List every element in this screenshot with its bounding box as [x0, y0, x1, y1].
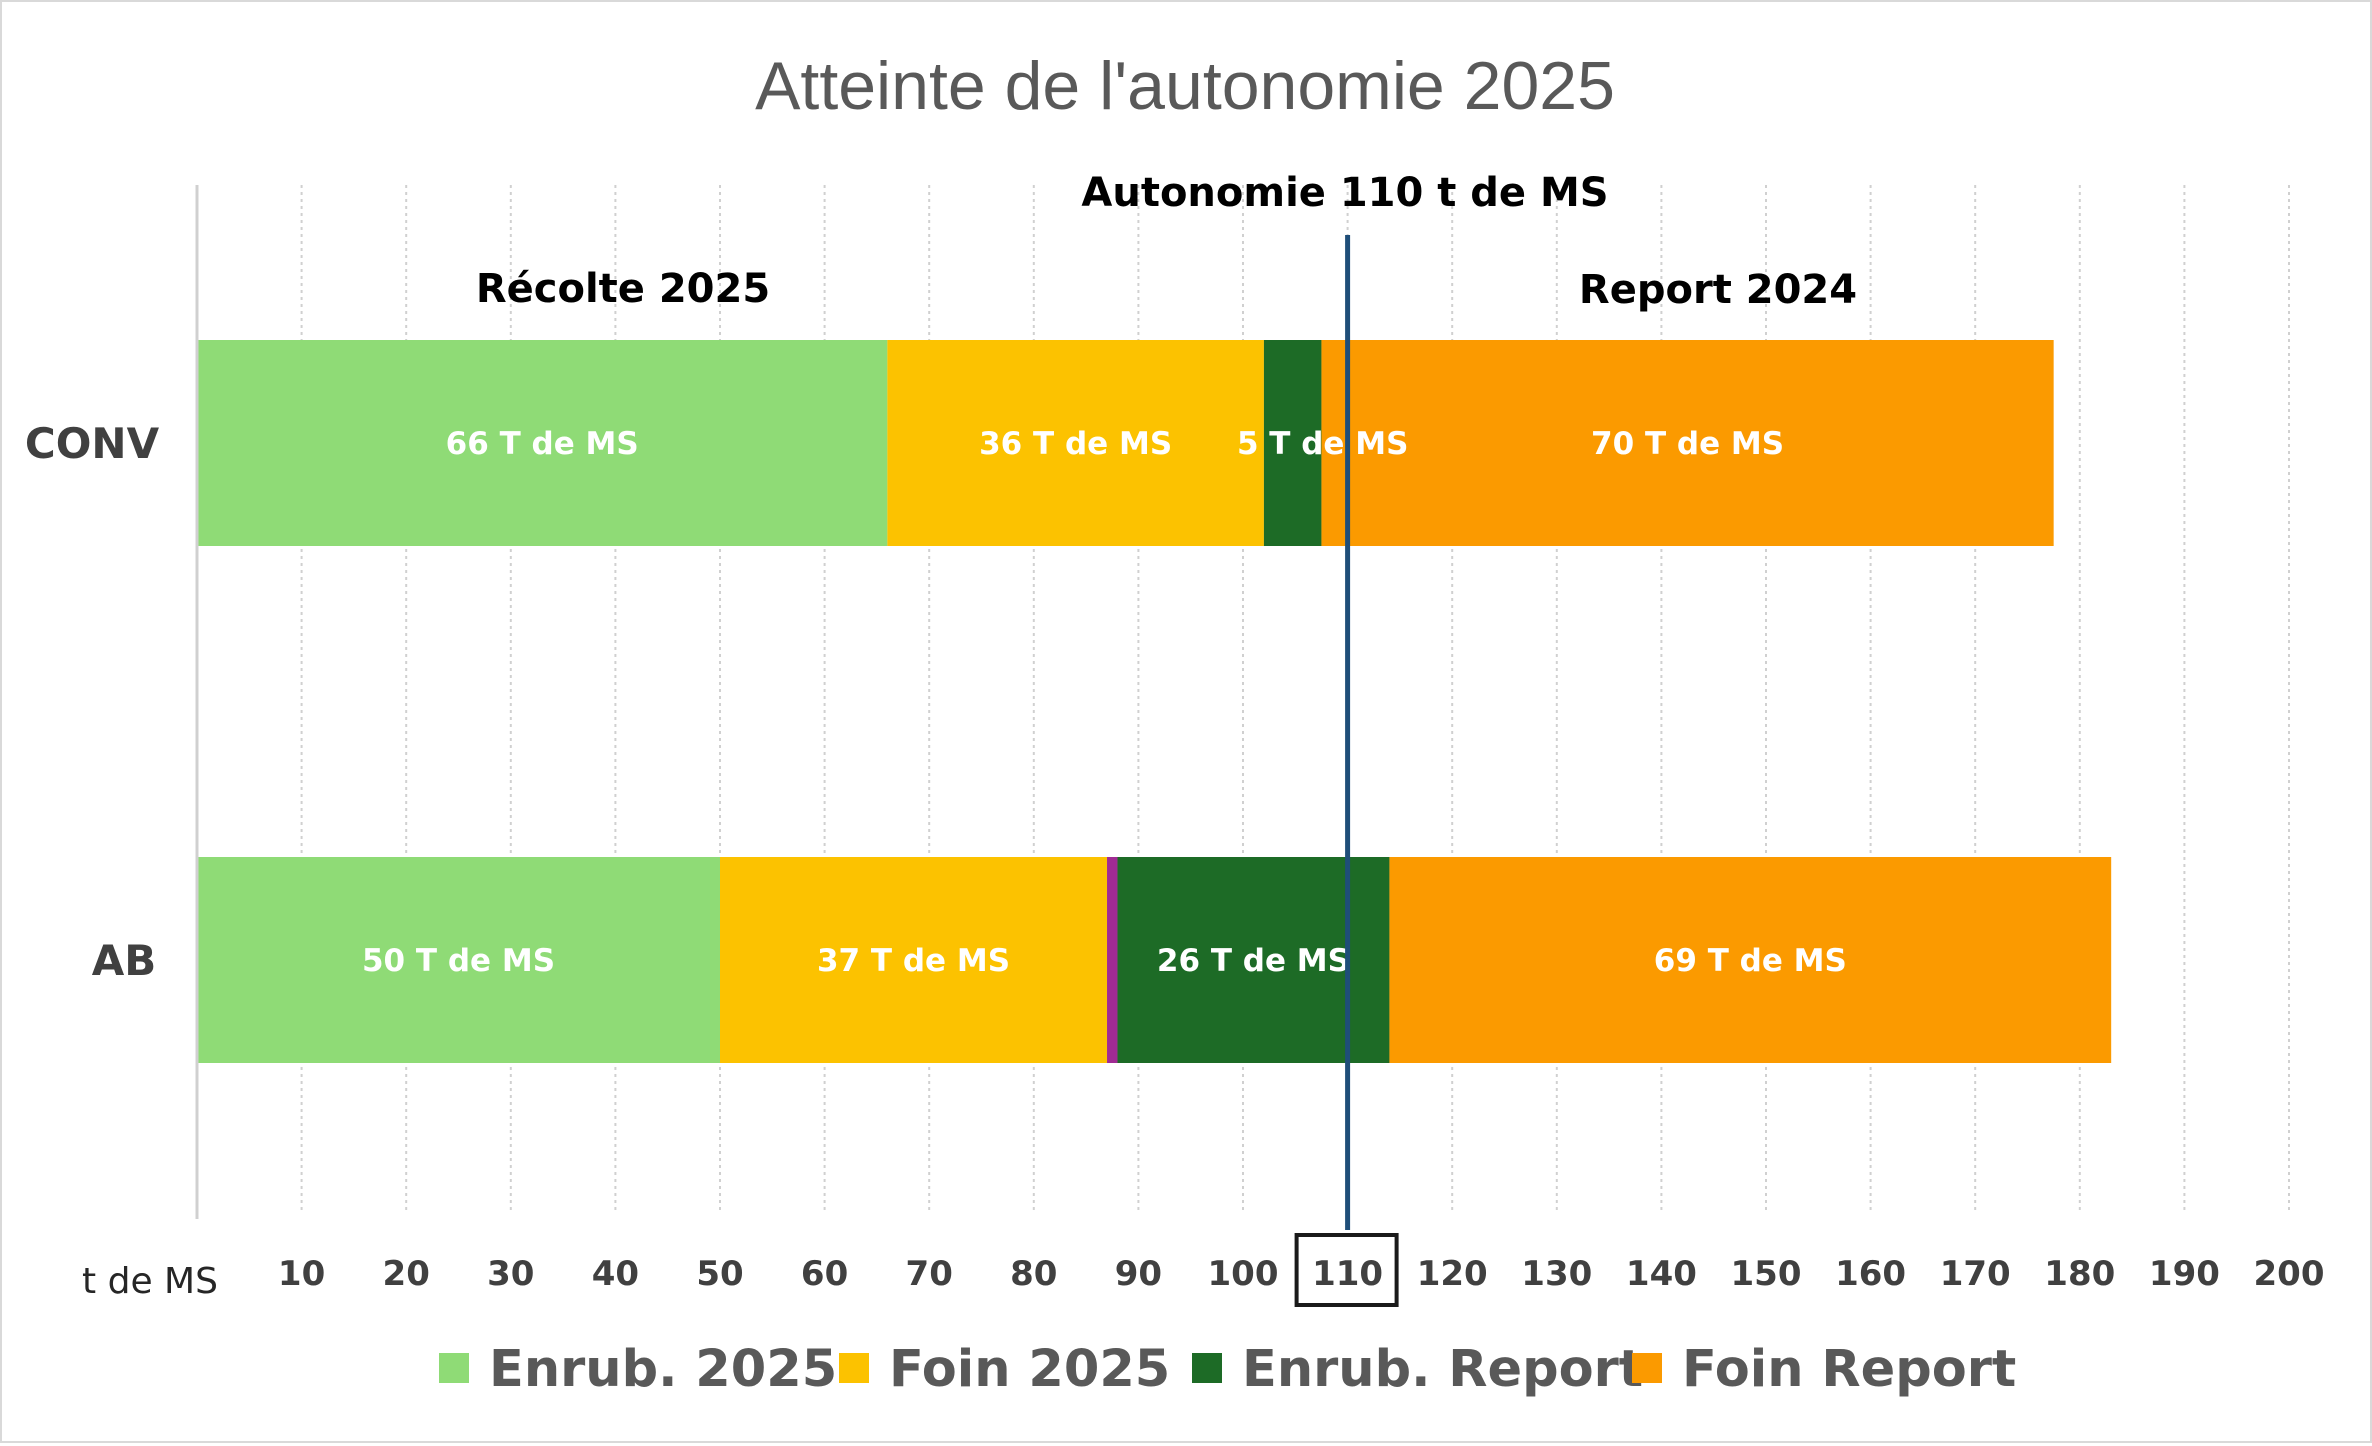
- bar-ab-series-1: [720, 857, 1108, 1063]
- tick-label-70: 70: [906, 1254, 953, 1294]
- legend-label-1: Foin 2025: [889, 1340, 1170, 1399]
- legend-swatch-2: [1192, 1353, 1222, 1383]
- tick-label-170: 170: [1940, 1254, 2011, 1294]
- bar-conv-series-4: [1321, 340, 2054, 546]
- tick-label-90: 90: [1115, 1254, 1162, 1294]
- data-label-ab-series-0: 50 T de MS: [362, 943, 555, 979]
- tick-label-30: 30: [487, 1254, 534, 1294]
- tick-label-120: 120: [1417, 1254, 1488, 1294]
- tick-label-20: 20: [383, 1254, 430, 1294]
- data-label-ab-series-4: 69 T de MS: [1654, 943, 1847, 979]
- reference-line-group: Autonomie 110 t de MS Récolte 2025 Repor…: [476, 170, 1857, 1307]
- tick-label-40: 40: [592, 1254, 639, 1294]
- data-label-conv-series-0: 66 T de MS: [446, 426, 639, 462]
- annotation-report: Report 2024: [1579, 267, 1857, 313]
- tick-label-80: 80: [1010, 1254, 1057, 1294]
- tick-label-180: 180: [2044, 1254, 2115, 1294]
- bar-ab-series-2: [1107, 857, 1118, 1063]
- legend-swatch-1: [839, 1353, 869, 1383]
- bars: [197, 340, 2112, 1063]
- annotation-recolte: Récolte 2025: [476, 266, 770, 312]
- bar-conv-series-1: [887, 340, 1264, 546]
- legend-swatch-3: [1632, 1353, 1662, 1383]
- legend-label-0: Enrub. 2025: [489, 1340, 837, 1399]
- bar-labels: 66 T de MS 36 T de MS 5 T de MS 70 T de MS 5…: [362, 426, 1847, 979]
- bar-ab-series-4: [1389, 857, 2112, 1063]
- tick-label-190: 190: [2149, 1254, 2220, 1294]
- tick-label-50: 50: [696, 1254, 743, 1294]
- highlight-box-110: [1294, 1233, 1399, 1307]
- bar-conv-series-3: [1263, 340, 1322, 546]
- category-label-conv: CONV: [25, 419, 160, 468]
- bar-ab-series-0: [197, 857, 720, 1063]
- bar-ab-series-3: [1117, 857, 1390, 1063]
- data-label-conv-series-3: 5 T de MS: [1237, 426, 1408, 462]
- chart-title: Atteinte de l'autonomie 2025: [755, 48, 1615, 124]
- tick-label-60: 60: [801, 1254, 848, 1294]
- bar-conv-series-0: [197, 340, 888, 546]
- legend-label-2: Enrub. Report: [1242, 1340, 1643, 1399]
- tick-label-150: 150: [1731, 1254, 1802, 1294]
- x-axis-unit-label: t de MS: [82, 1261, 218, 1302]
- data-label-conv-series-4: 70 T de MS: [1591, 426, 1784, 462]
- x-axis: CONV AB 10 20 30 40 50 60 70 80 90 100 110 120 130 140 1…: [25, 185, 2325, 1302]
- legend-label-3: Foin Report: [1682, 1340, 2016, 1399]
- tick-label-160: 160: [1835, 1254, 1906, 1294]
- legend-swatch-0: [439, 1353, 469, 1383]
- data-label-ab-series-3: 26 T de MS: [1157, 943, 1350, 979]
- tick-label-130: 130: [1521, 1254, 1592, 1294]
- tick-label-10: 10: [278, 1254, 325, 1294]
- tick-label-200: 200: [2254, 1254, 2325, 1294]
- category-label-ab: AB: [92, 936, 157, 985]
- tick-label-100: 100: [1208, 1254, 1279, 1294]
- data-label-ab-series-1: 37 T de MS: [817, 943, 1010, 979]
- tick-label-110: 110: [1312, 1254, 1383, 1294]
- tick-label-140: 140: [1626, 1254, 1697, 1294]
- reference-line-label: Autonomie 110 t de MS: [1081, 170, 1608, 216]
- data-label-conv-series-1: 36 T de MS: [979, 426, 1172, 462]
- legend: Enrub. 2025 Foin 2025 Enrub. Report Foin Re…: [439, 1340, 2016, 1399]
